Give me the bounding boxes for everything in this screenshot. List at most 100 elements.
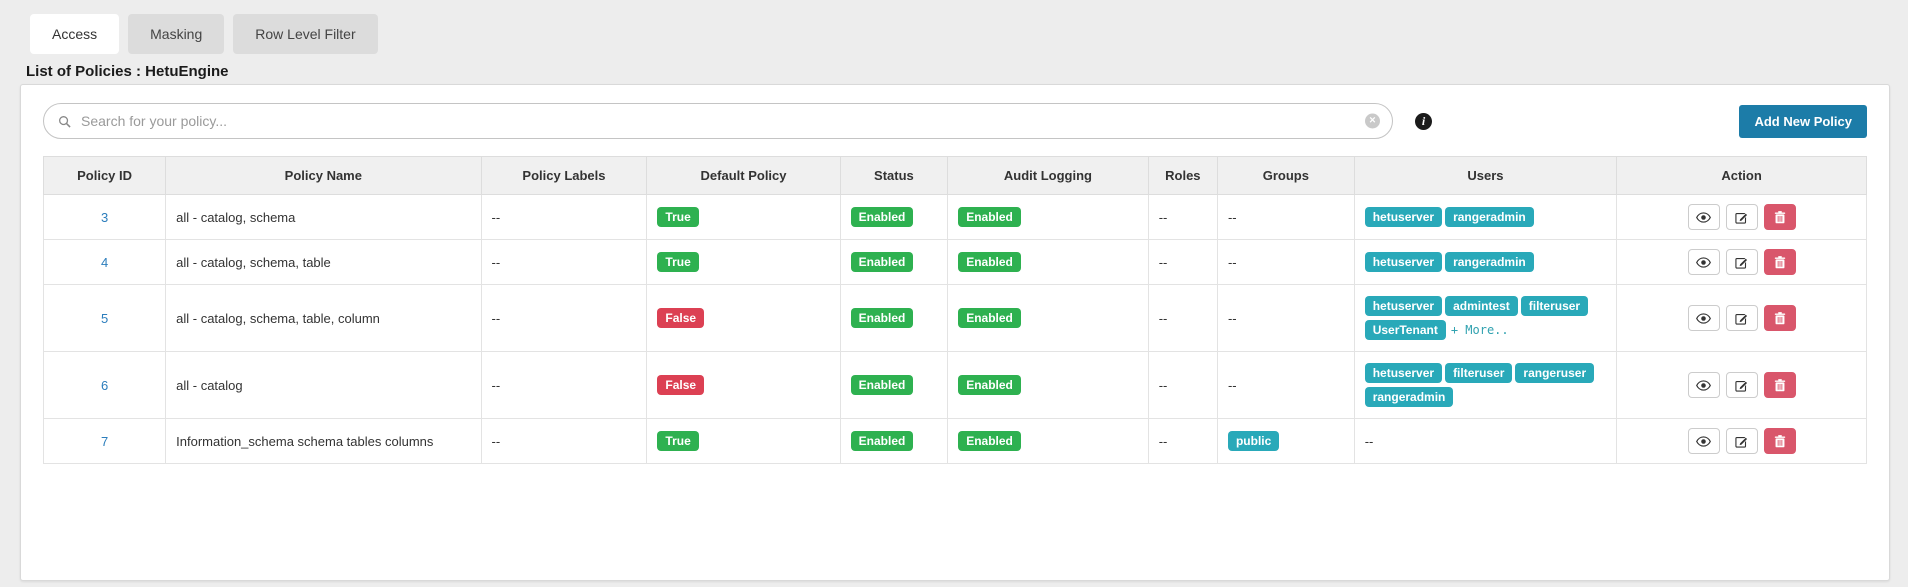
policy-labels-cell: -- (480, 284, 648, 352)
delete-policy-button[interactable] (1763, 204, 1796, 230)
view-policy-button[interactable] (1687, 305, 1720, 331)
users-more-link[interactable]: + More.. (1450, 323, 1509, 337)
default-policy-badge: False (657, 375, 705, 395)
group-badge-empty: -- (1227, 377, 1237, 393)
info-icon[interactable]: i (1415, 112, 1432, 130)
groups-cell: -- (1216, 351, 1355, 419)
view-policy-button[interactable] (1687, 428, 1720, 454)
policy-id-cell: 6 (42, 351, 167, 419)
tab-row-level-filter[interactable]: Row Level Filter (233, 14, 378, 54)
view-policy-button[interactable] (1687, 372, 1720, 398)
table-row: 5 all - catalog, schema, table, column -- F… (42, 284, 1867, 352)
audit-badge: Enabled (958, 207, 1021, 227)
status-badge: Enabled (850, 308, 914, 328)
policy-id-link[interactable]: 5 (100, 310, 109, 326)
clear-search-icon[interactable]: × (1365, 113, 1380, 129)
groups-cell: -- (1216, 194, 1355, 240)
user-badge: UserTenant (1364, 320, 1446, 340)
audit-badge: Enabled (958, 308, 1021, 328)
user-badge: hetuserver (1364, 207, 1443, 227)
default-policy-cell: False (646, 284, 841, 352)
user-badge: rangeradmin (1364, 387, 1454, 407)
table-row: 6 all - catalog -- False Enabled Enabled -- -- h… (42, 351, 1867, 419)
edit-policy-button[interactable] (1725, 305, 1758, 331)
action-cell (1616, 351, 1867, 419)
edit-icon (1735, 212, 1749, 224)
policy-name-cell: all - catalog, schema (165, 194, 482, 240)
search-input[interactable] (79, 106, 1358, 136)
edit-policy-button[interactable] (1725, 372, 1758, 398)
group-badge-empty: -- (1227, 254, 1237, 270)
policy-name-cell: all - catalog, schema, table (165, 239, 482, 285)
default-policy-badge: False (657, 308, 705, 328)
status-cell: Enabled (839, 194, 949, 240)
action-cell (1616, 239, 1867, 285)
audit-badge: Enabled (958, 375, 1021, 395)
policy-id-cell: 3 (42, 194, 167, 240)
search-icon (59, 115, 71, 128)
table-row: 7 Information_schema schema tables column… (42, 418, 1867, 464)
policy-id-link[interactable]: 7 (100, 433, 109, 449)
delete-policy-button[interactable] (1763, 305, 1796, 331)
group-badge-empty: -- (1227, 310, 1237, 326)
trash-icon (1774, 210, 1785, 223)
policy-table: Policy ID Policy Name Policy Labels Defa… (42, 156, 1867, 464)
delete-policy-button[interactable] (1763, 428, 1796, 454)
default-policy-cell: True (646, 239, 841, 285)
policy-labels-cell: -- (480, 418, 648, 464)
users-cell: hetuserver filteruser rangeruser rangeradmi… (1353, 351, 1618, 419)
policy-id-link[interactable]: 6 (100, 377, 109, 393)
view-policy-button[interactable] (1687, 249, 1720, 275)
header-policy-id: Policy ID (42, 156, 167, 195)
add-new-policy-button[interactable]: Add New Policy (1739, 104, 1867, 138)
edit-icon (1735, 380, 1749, 392)
tab-masking[interactable]: Masking (128, 14, 225, 54)
groups-cell: -- (1216, 284, 1355, 352)
default-policy-badge: True (657, 252, 699, 272)
user-badge: hetuserver (1364, 252, 1443, 272)
header-users: Users (1353, 156, 1618, 195)
table-row: 4 all - catalog, schema, table -- True Enabl… (42, 239, 1867, 285)
tab-access[interactable]: Access (30, 14, 120, 54)
policy-name-cell: Information_schema schema tables columns (165, 418, 482, 464)
edit-policy-button[interactable] (1725, 249, 1758, 275)
roles-cell: -- (1147, 194, 1218, 240)
users-cell: hetuserver rangeradmin (1353, 239, 1618, 285)
policy-panel: × i Add New Policy Policy ID Policy Name… (20, 84, 1890, 581)
status-cell: Enabled (839, 284, 949, 352)
search-row: × i Add New Policy (43, 103, 1867, 139)
users-cell: -- (1353, 418, 1618, 464)
audit-badge: Enabled (958, 431, 1021, 451)
policy-id-link[interactable]: 3 (100, 209, 109, 225)
user-badge: rangeradmin (1445, 207, 1534, 227)
policy-id-cell: 4 (42, 239, 167, 285)
policy-table-body: 3 all - catalog, schema -- True Enabled Enabl… (42, 194, 1867, 464)
status-badge: Enabled (850, 375, 914, 395)
default-policy-badge: True (657, 431, 699, 451)
policy-id-link[interactable]: 4 (100, 254, 109, 270)
eye-icon (1696, 379, 1712, 391)
policy-name-cell: all - catalog (165, 351, 482, 419)
user-badge: admintest (1445, 296, 1518, 316)
user-badge: hetuserver (1364, 363, 1443, 383)
eye-icon (1696, 256, 1712, 268)
delete-policy-button[interactable] (1763, 249, 1796, 275)
status-cell: Enabled (839, 351, 949, 419)
trash-icon (1774, 378, 1785, 391)
eye-icon (1696, 435, 1712, 447)
status-cell: Enabled (839, 239, 949, 285)
audit-logging-cell: Enabled (947, 194, 1149, 240)
policy-labels-cell: -- (480, 194, 648, 240)
header-action: Action (1616, 156, 1867, 195)
audit-logging-cell: Enabled (947, 284, 1149, 352)
tab-bar: Access Masking Row Level Filter (0, 0, 1908, 54)
group-badge-empty: -- (1227, 209, 1237, 225)
edit-policy-button[interactable] (1725, 204, 1758, 230)
policy-id-cell: 7 (42, 418, 167, 464)
edit-policy-button[interactable] (1725, 428, 1758, 454)
action-cell (1616, 194, 1867, 240)
delete-policy-button[interactable] (1763, 372, 1796, 398)
status-badge: Enabled (850, 207, 914, 227)
view-policy-button[interactable] (1687, 204, 1720, 230)
roles-cell: -- (1147, 418, 1218, 464)
